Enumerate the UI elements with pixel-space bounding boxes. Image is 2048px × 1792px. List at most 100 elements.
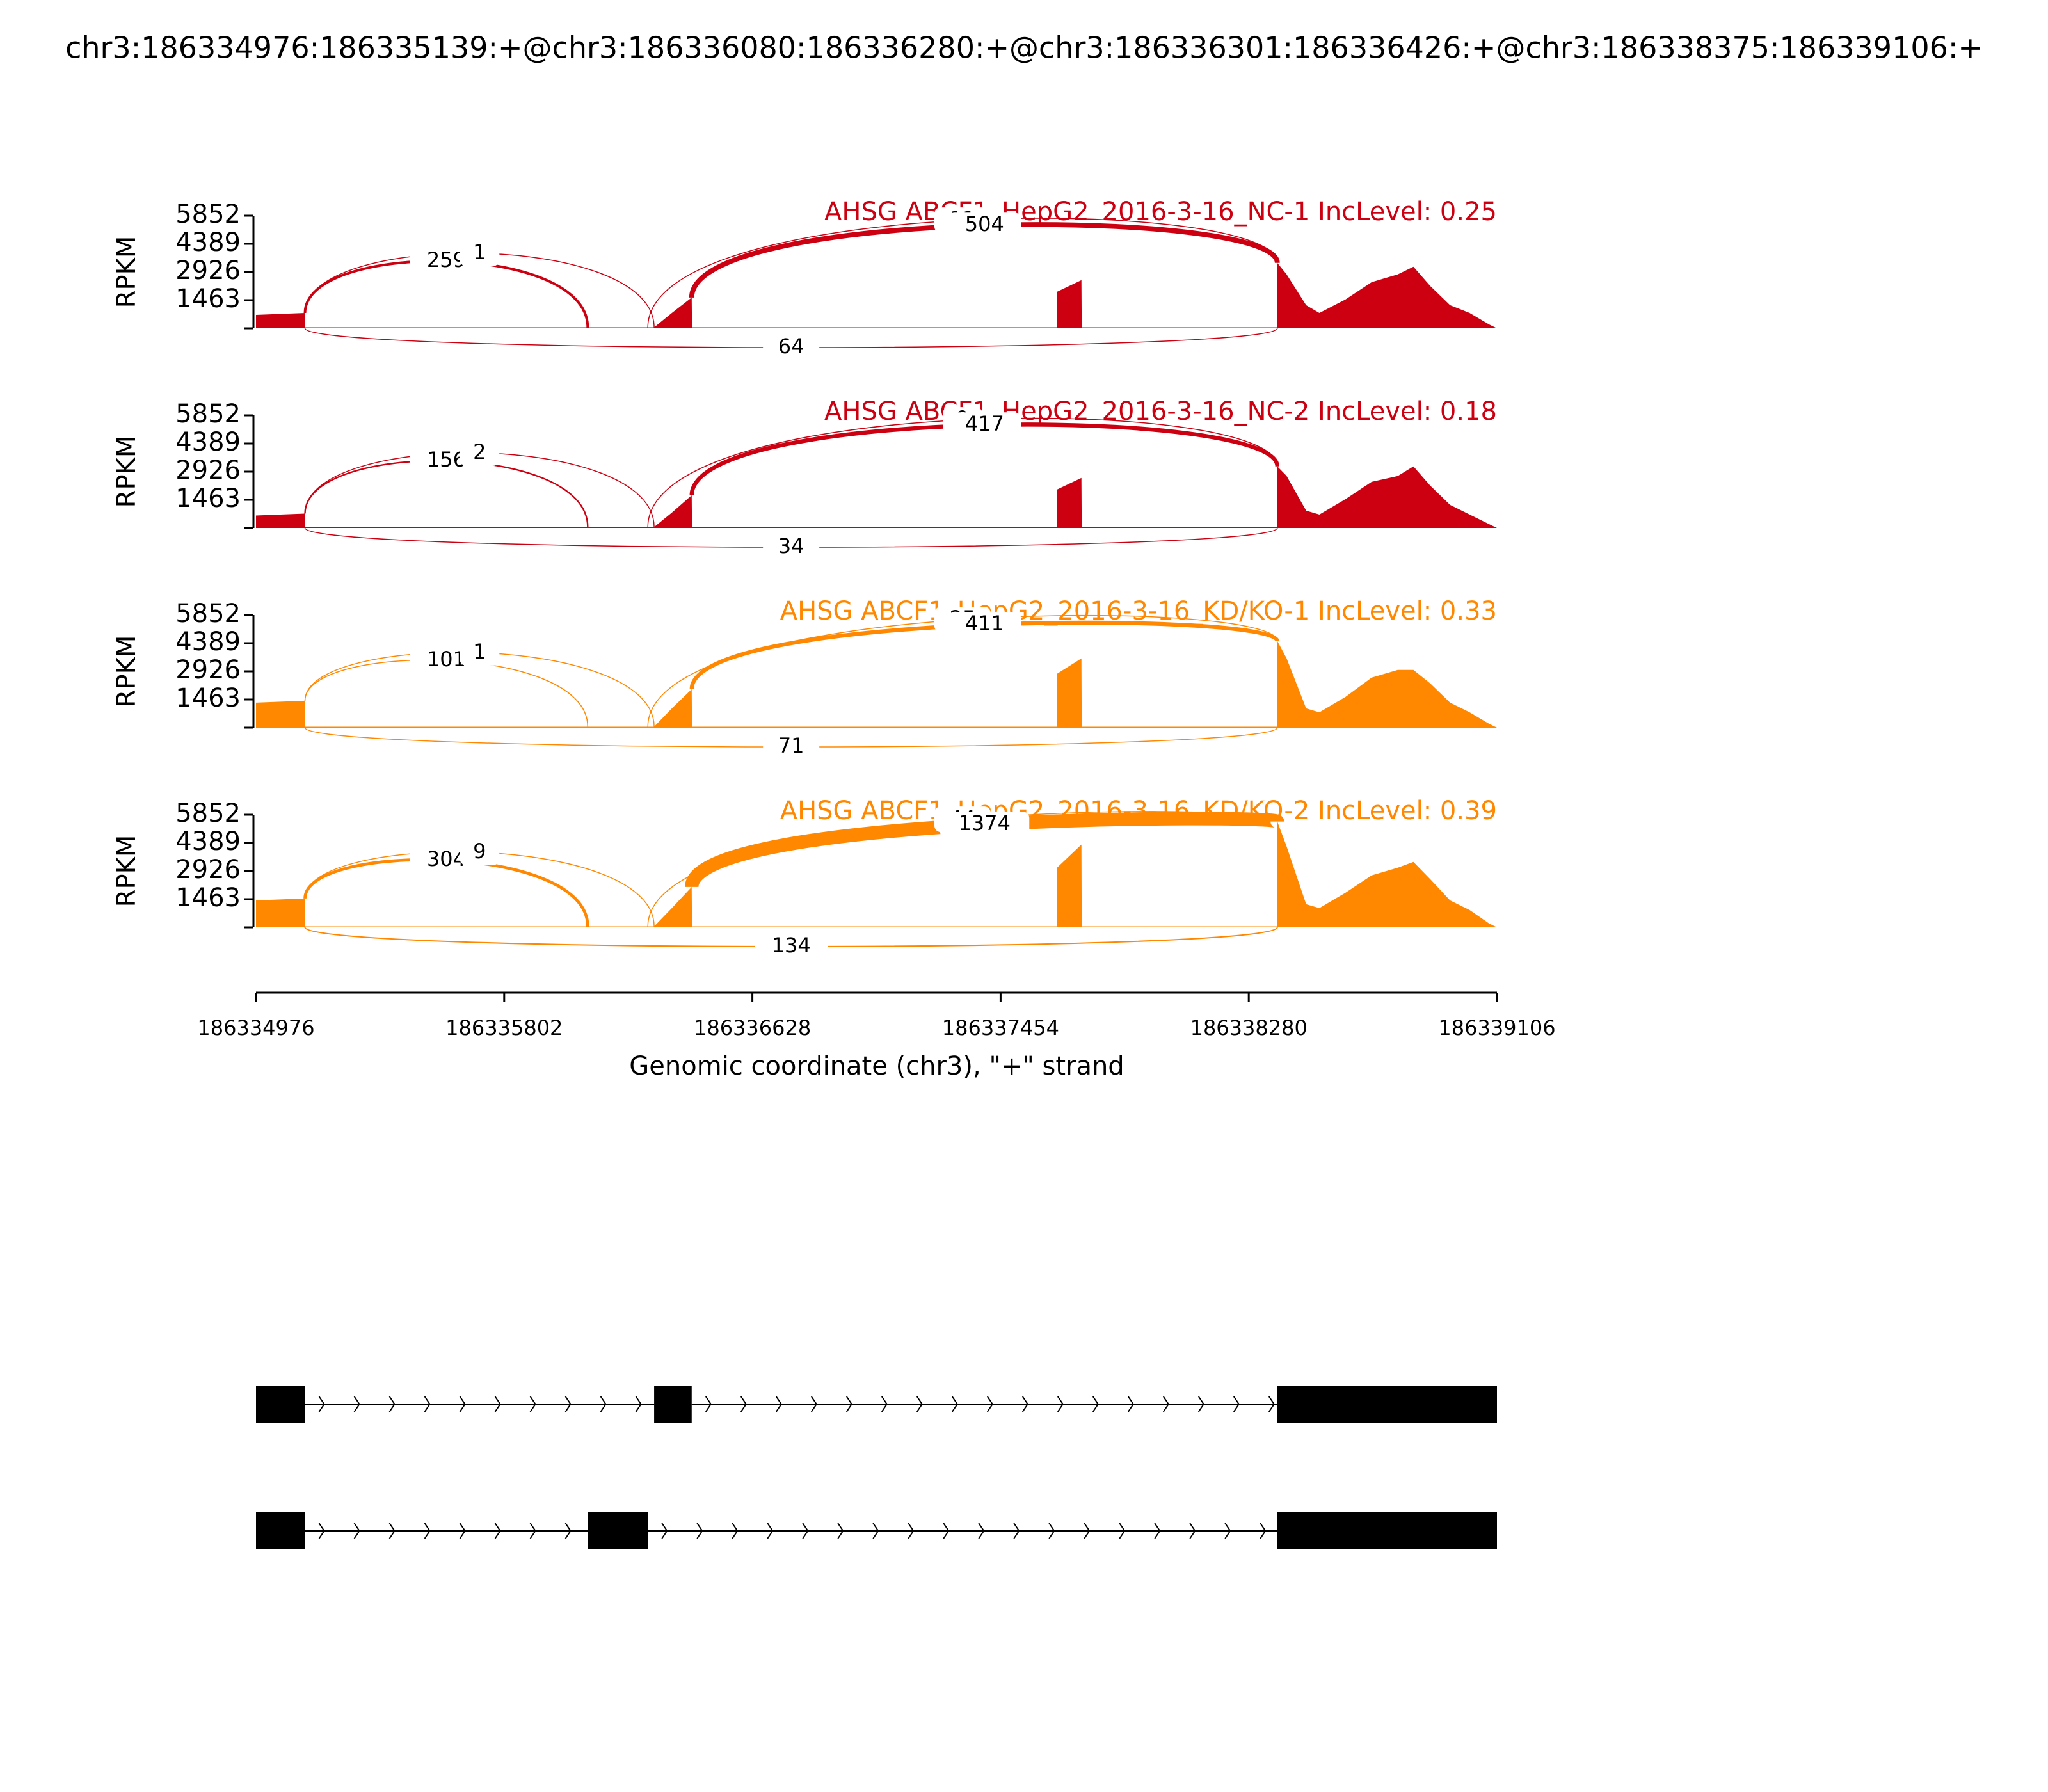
strand-chevron [1260,1523,1267,1539]
junction-label: 101 [427,647,466,671]
strand-chevron [696,1523,703,1539]
y-axis-label: RPKM [112,835,141,908]
y-tick-label: 2926 [175,655,241,685]
strand-chevron [837,1523,844,1539]
strand-chevron [353,1396,360,1412]
x-tick-label: 186338280 [1190,1016,1308,1040]
y-tick-label: 2926 [175,855,241,884]
strand-chevron [775,1396,782,1412]
y-tick-label: 5852 [175,200,241,229]
junction-label-box [948,612,1021,638]
y-tick-label: 5852 [175,399,241,429]
strand-chevron [318,1523,325,1539]
junction-label-box [460,639,500,666]
junction-label-box [755,934,828,959]
junction-label: 1374 [959,811,1011,835]
y-tick-label: 2926 [175,256,241,285]
x-tick-label: 186337454 [942,1016,1059,1040]
strand-chevron [388,1523,396,1539]
junction-label: 134 [772,933,811,957]
junction-label: 71 [778,733,804,758]
junction-label: 9 [473,839,486,863]
x-tick-label: 186339106 [1438,1016,1555,1040]
strand-chevron [1013,1523,1020,1539]
strand-chevron [951,1396,958,1412]
strand-chevron [802,1523,809,1539]
strand-chevron [1021,1396,1028,1412]
strand-chevron [564,1396,572,1412]
junction-label-box [948,412,1021,438]
x-tick-label: 186336628 [694,1016,811,1040]
strand-chevron [424,1523,431,1539]
strand-chevron [986,1396,993,1412]
strand-chevron [529,1396,536,1412]
panel-label: AHSG ABCF1_HepG2_2016-3-16_NC-1 IncLevel… [824,197,1497,227]
strand-chevron [353,1523,360,1539]
strand-chevron [908,1523,915,1539]
strand-chevron [810,1396,817,1412]
y-tick-label: 1463 [175,684,241,713]
junction-label: 304 [427,847,466,871]
exon [588,1512,648,1549]
strand-chevron [494,1396,501,1412]
strand-chevron [661,1523,668,1539]
strand-chevron [1127,1396,1134,1412]
strand-chevron [845,1396,852,1412]
y-tick-label: 4389 [175,627,241,657]
strand-chevron [881,1396,888,1412]
coverage-area [256,821,1497,927]
junction-label: 2 [473,440,486,464]
panel-label: AHSG ABCF1_HepG2_2016-3-16_KD/KO-1 IncLe… [780,596,1497,626]
y-tick-label: 4389 [175,827,241,856]
strand-chevron [1154,1523,1161,1539]
exon [256,1512,305,1549]
junction-label: 64 [778,334,804,358]
strand-chevron [767,1523,774,1539]
y-tick-label: 4389 [175,228,241,257]
junction-label: 259 [427,248,466,272]
y-axis-label: RPKM [112,236,141,308]
coverage-area [256,641,1497,728]
strand-chevron [1268,1396,1275,1412]
coverage-area [256,262,1497,328]
strand-chevron [318,1396,325,1412]
strand-chevron [1057,1396,1064,1412]
exon [654,1386,692,1423]
strand-chevron [635,1396,642,1412]
junction-label-box [763,335,820,360]
junction-label-box [460,240,500,266]
strand-chevron [943,1523,950,1539]
y-tick-label: 1463 [175,883,241,913]
coverage-area [256,466,1497,528]
y-tick-label: 2926 [175,456,241,485]
strand-chevron [1084,1523,1091,1539]
strand-chevron [732,1523,739,1539]
strand-chevron [1224,1523,1231,1539]
strand-chevron [1048,1523,1055,1539]
strand-chevron [388,1396,396,1412]
junction-label: 417 [965,412,1004,436]
strand-chevron [424,1396,431,1412]
strand-chevron [494,1523,501,1539]
y-tick-label: 5852 [175,799,241,828]
x-tick-label: 186334976 [197,1016,314,1040]
junction-label-box [763,534,820,560]
strand-chevron [459,1396,466,1412]
strand-chevron [1119,1523,1126,1539]
junction-label: 34 [778,534,804,558]
junction-label-box [460,440,500,466]
y-axis-label: RPKM [112,636,141,708]
x-tick-label: 186335802 [445,1016,563,1040]
strand-chevron [740,1396,747,1412]
y-tick-label: 4389 [175,428,241,457]
exon [1277,1512,1497,1549]
strand-chevron [564,1523,572,1539]
strand-chevron [459,1523,466,1539]
x-axis-label: Genomic coordinate (chr3), "+" strand [629,1052,1124,1081]
junction-label: 1 [473,240,486,264]
strand-chevron [1189,1523,1196,1539]
exon [256,1386,305,1423]
junction-label-box [460,839,500,865]
strand-chevron [872,1523,879,1539]
junction-label: 504 [965,212,1004,236]
